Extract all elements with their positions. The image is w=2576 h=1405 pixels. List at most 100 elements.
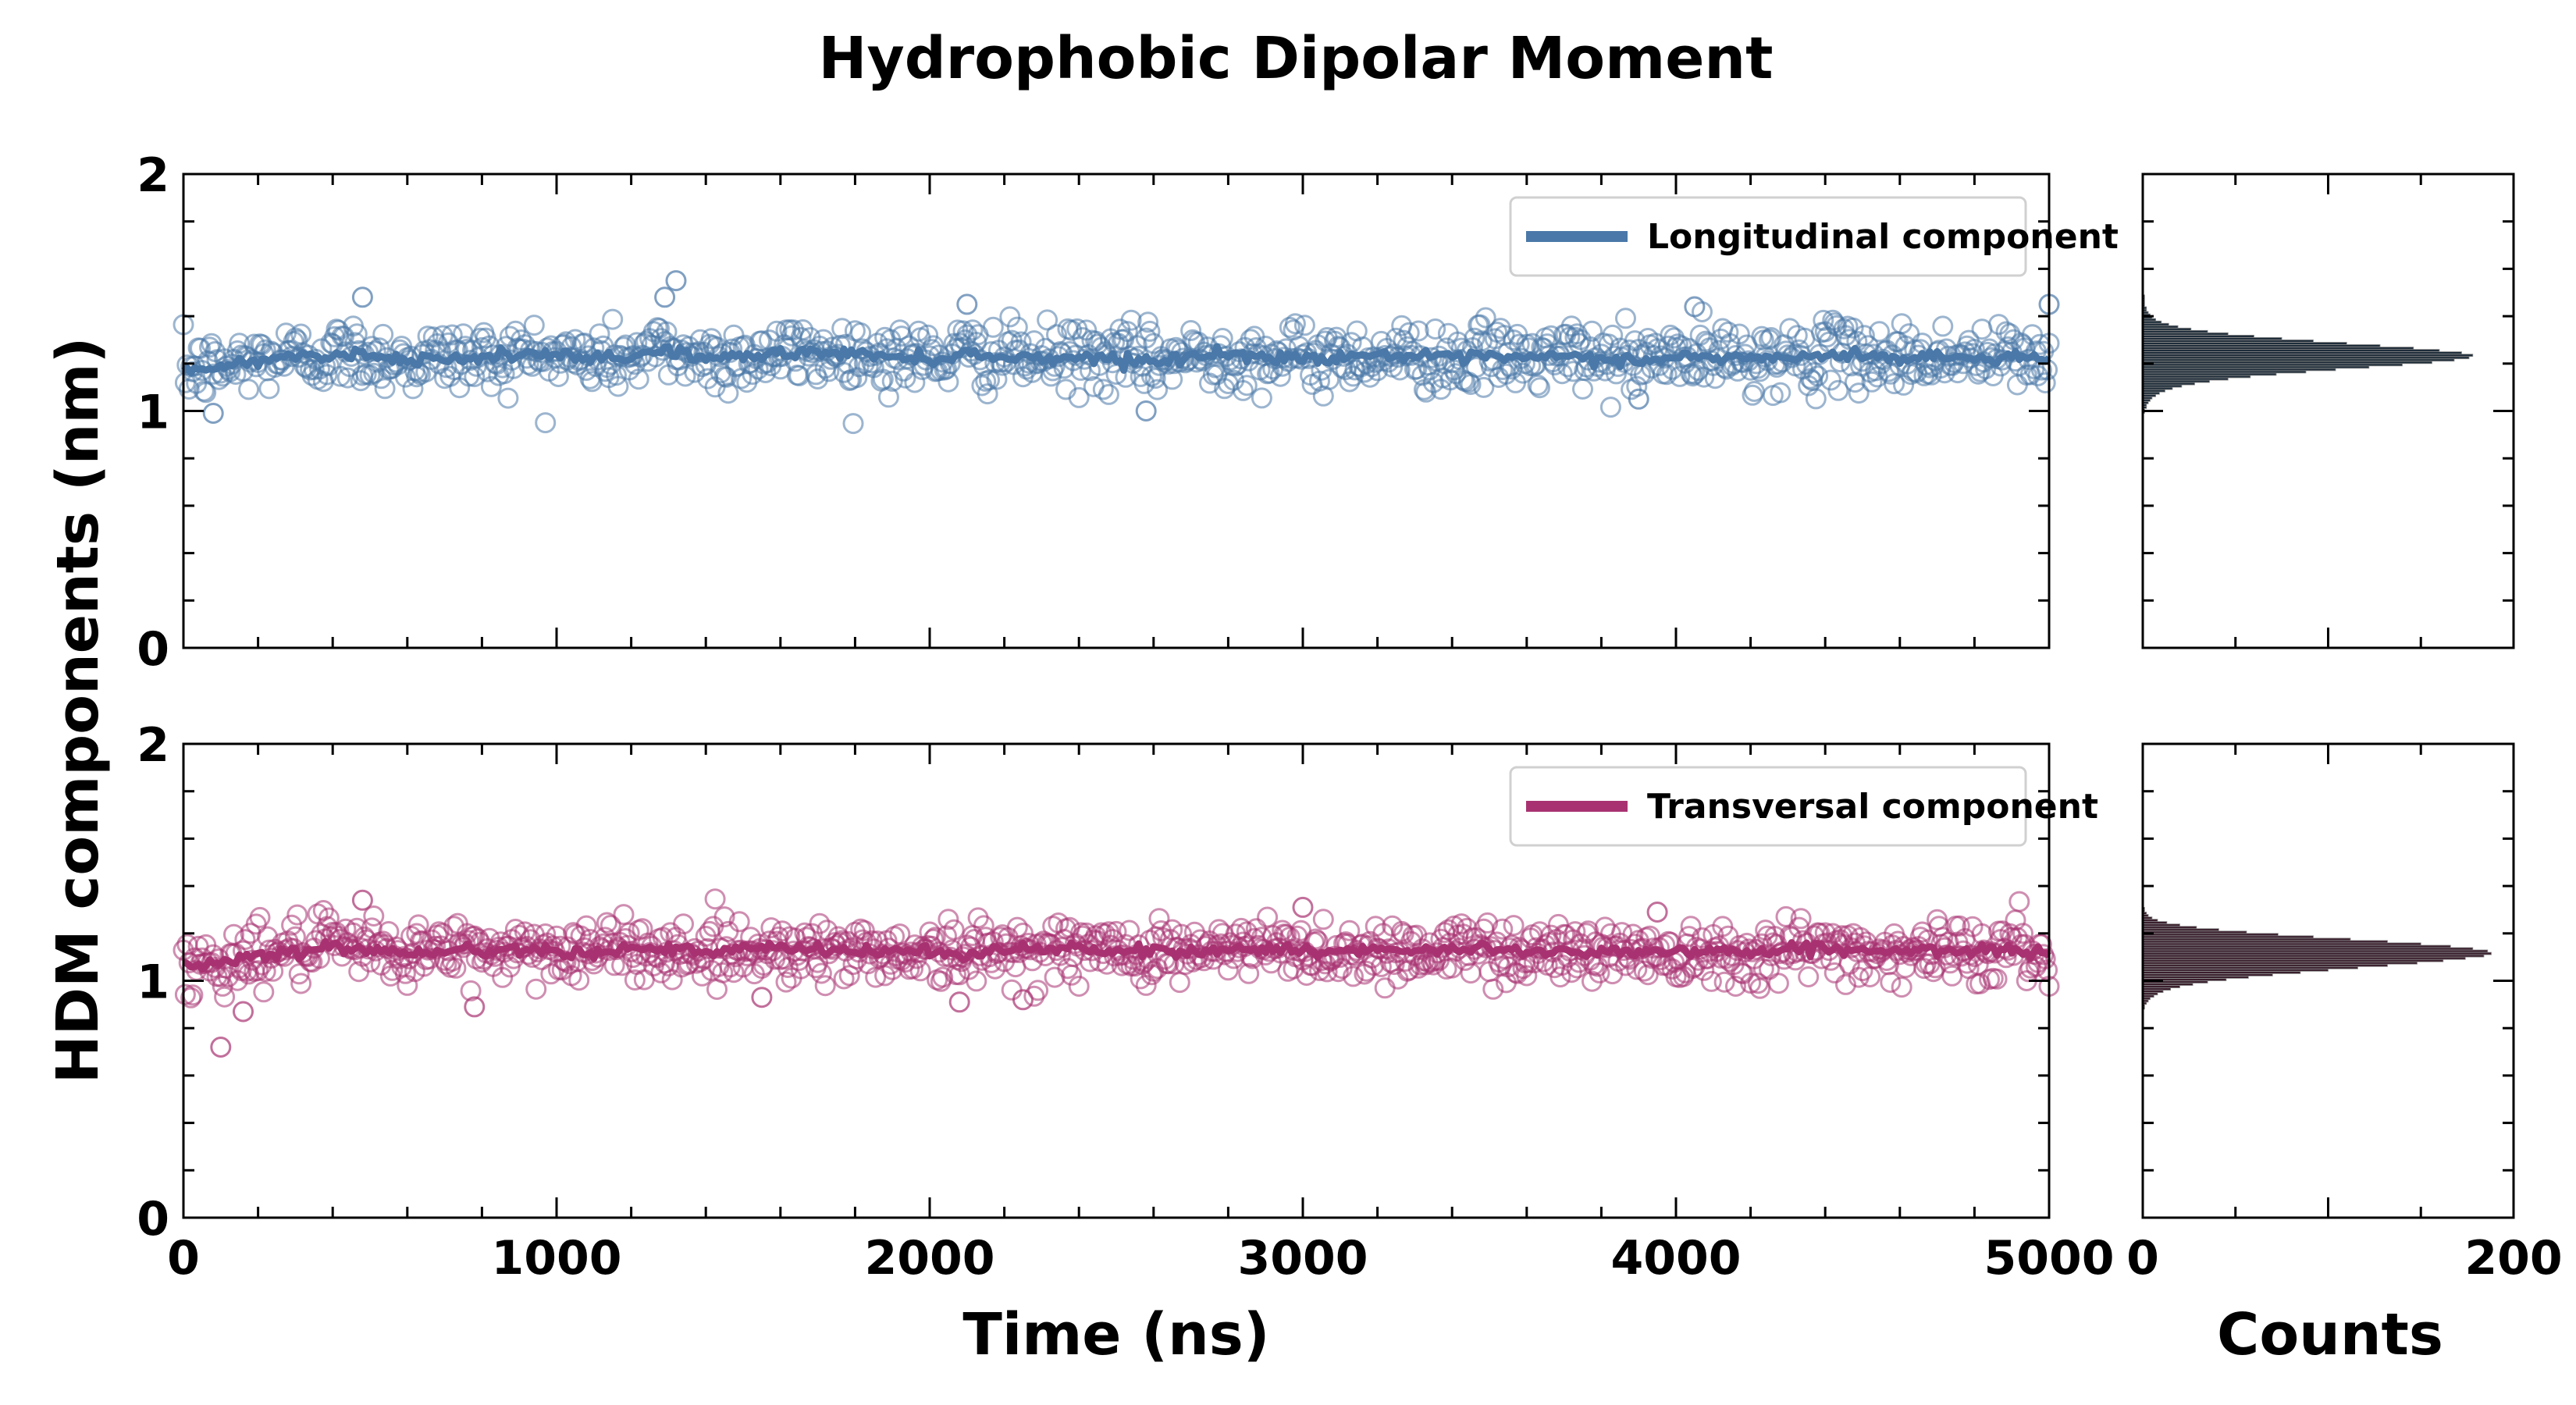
data-point [1374, 977, 1396, 999]
data-point [1728, 323, 1750, 345]
data-point [1425, 318, 1446, 340]
data-point [704, 888, 726, 910]
data-point [575, 915, 597, 937]
data-point [1848, 382, 1870, 404]
figure-title: Hydrophobic Dipolar Moment [819, 25, 1774, 92]
data-point [717, 382, 739, 404]
data-point [1001, 979, 1023, 1001]
histogram-bar [2142, 386, 2173, 390]
data-point [1820, 369, 1841, 391]
data-point [1582, 320, 1603, 342]
data-point [1251, 387, 1272, 409]
histogram-bar [2142, 356, 2470, 360]
histogram-bar [2142, 963, 2388, 967]
data-point [281, 914, 303, 936]
data-point [1383, 954, 1405, 976]
x-tick-label: 3000 [1238, 1231, 1368, 1286]
histogram-bar [2142, 354, 2474, 357]
histogram-bar [2142, 959, 2444, 962]
data-point [1932, 315, 1954, 337]
data-point [810, 962, 832, 984]
data-point [290, 973, 312, 994]
histogram-bar [2142, 349, 2440, 353]
histogram-bar [2142, 919, 2158, 922]
histogram-bar [2142, 954, 2485, 958]
histogram-bar [2142, 361, 2432, 365]
outlier-point [1628, 388, 1649, 410]
data-point [374, 378, 396, 400]
data-point [1760, 327, 1782, 348]
data-point [1790, 908, 1812, 930]
data-point [1137, 311, 1159, 333]
y-axis-label: HDM components (nm) [44, 337, 112, 1084]
data-point [1312, 909, 1334, 930]
histogram-bar [2142, 928, 2219, 932]
histogram-bar [2142, 994, 2154, 998]
data-point [1144, 368, 1166, 389]
data-point [1006, 316, 1028, 338]
data-point [807, 368, 829, 389]
data-point [1169, 972, 1190, 994]
data-point [286, 329, 308, 351]
outlier-point [751, 987, 773, 1008]
data-point [2037, 959, 2058, 981]
data-point [1551, 363, 1573, 385]
histogram-bar [2142, 951, 2492, 955]
data-point [555, 951, 577, 973]
data-point [1589, 962, 1610, 984]
histogram-x-axis-label: Counts [2217, 1301, 2443, 1368]
data-point [624, 969, 646, 991]
data-point [628, 368, 649, 390]
outlier-point [351, 889, 373, 911]
data-point [247, 960, 269, 982]
data-point [1051, 343, 1073, 365]
outlier-point [1012, 989, 1034, 1011]
data-point [1693, 959, 1715, 981]
histogram-bar [2142, 935, 2314, 939]
data-point [1023, 985, 1045, 1007]
data-point [775, 971, 797, 993]
data-point [923, 928, 945, 950]
data-point [234, 929, 256, 951]
data-point [316, 364, 338, 386]
data-point [523, 315, 545, 336]
outlier-point [1135, 400, 1157, 422]
histogram-bar [2142, 930, 2247, 934]
outlier-point [351, 286, 373, 308]
histogram-bar [2142, 396, 2153, 400]
data-point [1717, 321, 1739, 343]
data-point [363, 905, 385, 927]
histogram-bar [2142, 329, 2208, 333]
longitudinal-panel: 0 1 2 Longitudinal component [137, 148, 2119, 677]
histogram-bar [2142, 987, 2171, 991]
data-point [238, 379, 260, 400]
histogram-bar [2142, 990, 2164, 993]
data-point [288, 963, 310, 985]
data-point [1293, 315, 1315, 336]
y-tick-label: 0 [137, 1192, 169, 1247]
data-point [924, 927, 946, 948]
data-point [645, 346, 667, 368]
data-point [1503, 915, 1525, 937]
data-point [1364, 916, 1386, 937]
data-point [1527, 374, 1549, 396]
outlier-point [654, 286, 676, 308]
histogram-bar [2142, 363, 2403, 367]
data-point [1891, 976, 1912, 998]
outlier-point [233, 1001, 254, 1023]
data-point [1124, 955, 1146, 977]
histogram-bar [2142, 382, 2195, 386]
data-point [742, 364, 763, 386]
outlier-point [210, 1037, 232, 1058]
data-point [1339, 919, 1361, 941]
histogram-bar [2142, 320, 2162, 324]
data-point [1482, 978, 1504, 1000]
data-point [1507, 962, 1528, 984]
data-point [1217, 959, 1239, 981]
histogram-bar [2142, 336, 2282, 340]
data-point [1407, 320, 1429, 342]
data-point [1148, 908, 1170, 930]
y-tick-label: 2 [137, 718, 169, 773]
data-point [535, 412, 557, 434]
data-point [1813, 309, 1834, 331]
